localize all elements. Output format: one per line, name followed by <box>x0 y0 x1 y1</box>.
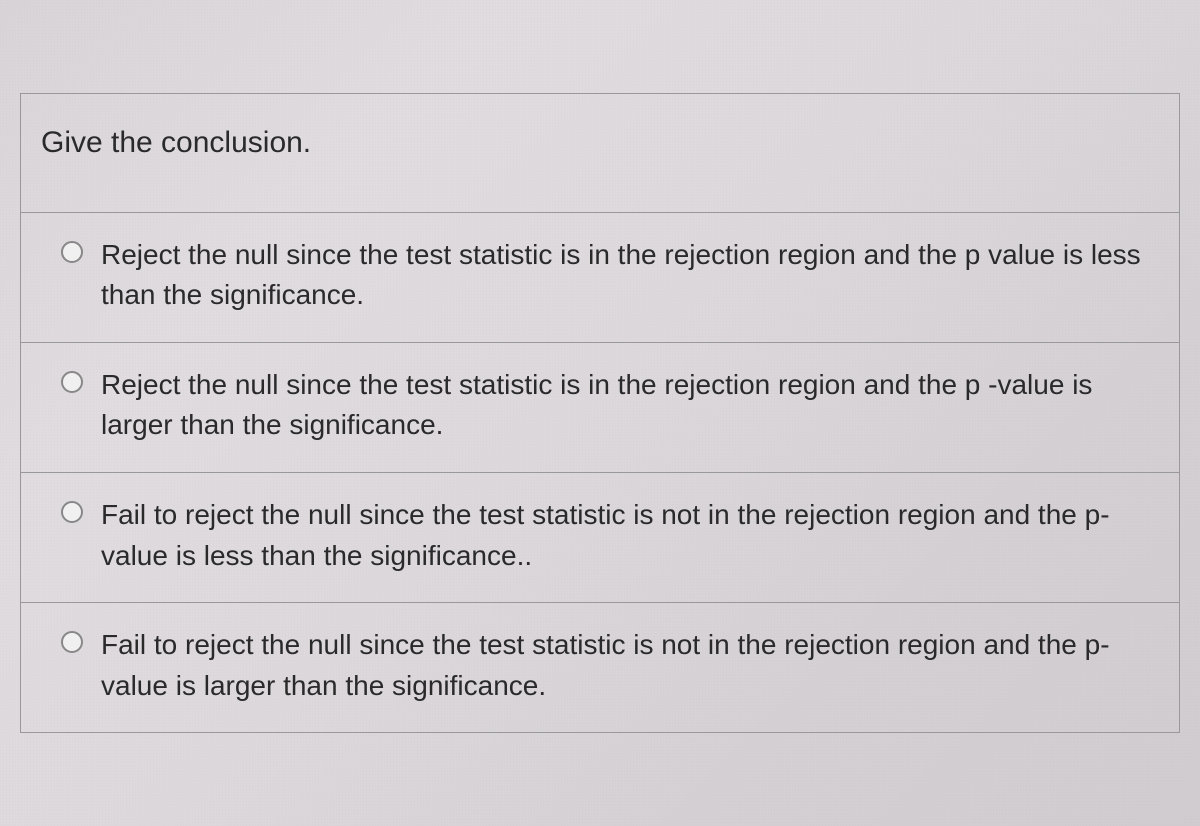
question-card: Give the conclusion. Reject the null sin… <box>20 93 1180 734</box>
option-label: Fail to reject the null since the test s… <box>101 625 1155 706</box>
option-row[interactable]: Fail to reject the null since the test s… <box>21 603 1179 732</box>
option-label: Reject the null since the test statistic… <box>101 365 1155 446</box>
question-prompt: Give the conclusion. <box>21 94 1179 212</box>
radio-icon[interactable] <box>61 371 83 393</box>
radio-icon[interactable] <box>61 241 83 263</box>
options-list: Reject the null since the test statistic… <box>21 212 1179 733</box>
option-label: Fail to reject the null since the test s… <box>101 495 1155 576</box>
option-row[interactable]: Reject the null since the test statistic… <box>21 343 1179 473</box>
radio-icon[interactable] <box>61 631 83 653</box>
radio-icon[interactable] <box>61 501 83 523</box>
option-row[interactable]: Reject the null since the test statistic… <box>21 213 1179 343</box>
option-label: Reject the null since the test statistic… <box>101 235 1155 316</box>
option-row[interactable]: Fail to reject the null since the test s… <box>21 473 1179 603</box>
